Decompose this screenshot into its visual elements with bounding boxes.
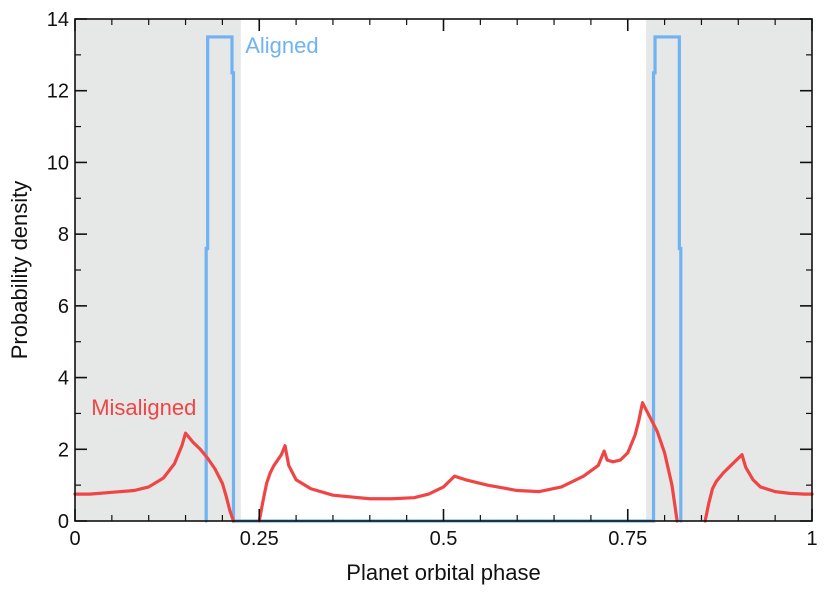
x-tick-label: 0	[69, 528, 80, 550]
axis-ticks	[74, 18, 813, 522]
x-tick-label: 0.5	[430, 528, 458, 550]
y-tick-label: 12	[47, 81, 69, 103]
y-tick-label: 8	[58, 224, 69, 246]
y-tick-label: 10	[47, 152, 69, 174]
x-tick-label: 1	[806, 528, 817, 550]
annotation-aligned: Aligned	[245, 33, 318, 58]
y-tick-label: 6	[58, 296, 69, 318]
x-tick-label: 0.75	[608, 528, 647, 550]
shaded-regions	[75, 19, 812, 521]
x-tick-label: 0.25	[240, 528, 279, 550]
annotation-misaligned: Misaligned	[91, 395, 196, 420]
y-tick-label: 0	[58, 511, 69, 533]
series-annotations: Aligned Misaligned	[91, 33, 318, 420]
series-misaligned-line-2	[257, 401, 679, 523]
y-axis-title: Probability density	[7, 181, 32, 360]
y-tick-label: 2	[58, 439, 69, 461]
shaded-region-2	[646, 19, 812, 521]
series-misaligned-line-1	[73, 431, 236, 523]
shaded-region-1	[75, 19, 241, 521]
x-axis-title: Planet orbital phase	[346, 560, 540, 585]
series-misaligned-line-3	[703, 453, 814, 523]
y-tick-label: 14	[47, 9, 69, 31]
y-tick-label: 4	[58, 368, 69, 390]
